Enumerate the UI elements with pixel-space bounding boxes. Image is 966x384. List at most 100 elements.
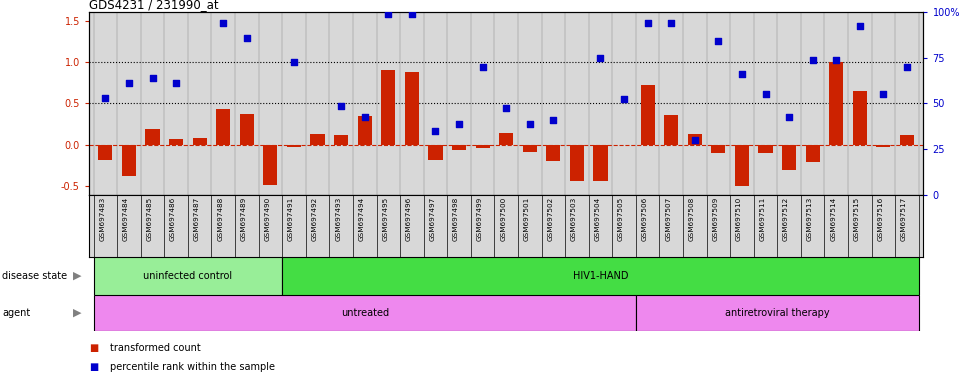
Bar [334,135,348,145]
Bar [216,109,230,145]
Bar [570,145,584,180]
Bar [122,145,136,177]
Text: GSM697491: GSM697491 [288,197,294,241]
Bar [192,138,207,145]
Text: GDS4231 / 231990_at: GDS4231 / 231990_at [89,0,218,11]
Bar [735,145,749,186]
Text: GSM697502: GSM697502 [548,197,554,241]
Text: GSM697485: GSM697485 [147,197,153,241]
Point [664,20,679,26]
Text: HIV1-HAND: HIV1-HAND [573,271,628,281]
Point [286,60,301,66]
Bar [94,257,282,295]
Bar [853,91,867,145]
Text: GSM697493: GSM697493 [335,197,341,241]
Point [522,121,537,127]
Bar [357,116,372,145]
Bar [99,145,112,160]
Bar [876,145,891,147]
Point [333,103,349,109]
Text: GSM697501: GSM697501 [524,197,529,241]
Text: GSM697512: GSM697512 [783,197,789,241]
Text: GSM697497: GSM697497 [430,197,436,241]
Text: percentile rank within the sample: percentile rank within the sample [110,362,275,372]
Text: GSM697489: GSM697489 [241,197,247,241]
Text: agent: agent [2,308,30,318]
Text: GSM697511: GSM697511 [759,197,765,241]
Point [757,91,773,98]
Bar [310,134,325,145]
Text: GSM697492: GSM697492 [312,197,318,241]
Text: uninfected control: uninfected control [143,271,233,281]
Point [451,121,467,127]
Point [381,11,396,17]
Text: GSM697484: GSM697484 [123,197,128,241]
Bar [94,295,636,331]
Text: GSM697510: GSM697510 [736,197,742,241]
Text: GSM697508: GSM697508 [689,197,695,241]
Bar [636,295,919,331]
Text: GSM697500: GSM697500 [500,197,506,241]
Bar [428,145,442,160]
Text: GSM697498: GSM697498 [453,197,459,241]
Bar [475,145,490,148]
Text: GSM697487: GSM697487 [194,197,200,241]
Bar [523,145,537,152]
Text: ■: ■ [89,362,99,372]
Bar [782,145,796,170]
Point [829,56,844,63]
Point [357,114,373,120]
Text: GSM697514: GSM697514 [830,197,837,241]
Point [734,71,750,78]
Bar [382,70,395,145]
Text: GSM697488: GSM697488 [217,197,223,241]
Text: GSM697513: GSM697513 [807,197,812,241]
Bar [264,145,277,185]
Bar [900,135,914,145]
Bar [287,145,301,147]
Point [168,80,184,86]
Point [781,114,797,120]
Point [593,55,609,61]
Text: GSM697490: GSM697490 [265,197,270,241]
Text: GSM697483: GSM697483 [99,197,105,241]
Text: GSM697509: GSM697509 [712,197,719,241]
Bar [665,115,678,145]
Point [639,20,655,26]
Text: ▶: ▶ [72,308,81,318]
Bar [240,114,254,145]
Point [428,128,443,134]
Bar [829,62,843,145]
Text: transformed count: transformed count [110,343,201,353]
Point [404,11,419,17]
Bar [282,257,919,295]
Text: disease state: disease state [2,271,67,281]
Point [145,75,160,81]
Point [215,20,231,26]
Point [805,56,820,63]
Point [876,91,892,98]
Bar [593,145,608,180]
Text: GSM697506: GSM697506 [641,197,647,241]
Point [711,38,726,45]
Point [899,64,915,70]
Text: GSM697496: GSM697496 [406,197,412,241]
Bar [758,145,773,153]
Text: ▶: ▶ [72,271,81,281]
Point [498,105,514,111]
Bar [711,145,725,153]
Point [98,95,113,101]
Text: GSM697486: GSM697486 [170,197,176,241]
Text: untreated: untreated [341,308,388,318]
Bar [499,132,513,145]
Point [121,80,136,86]
Point [852,23,867,29]
Text: GSM697504: GSM697504 [594,197,601,241]
Point [616,96,632,102]
Point [475,64,491,70]
Point [546,117,561,123]
Text: GSM697507: GSM697507 [666,197,671,241]
Point [687,137,702,143]
Point [240,35,255,41]
Bar [169,139,184,145]
